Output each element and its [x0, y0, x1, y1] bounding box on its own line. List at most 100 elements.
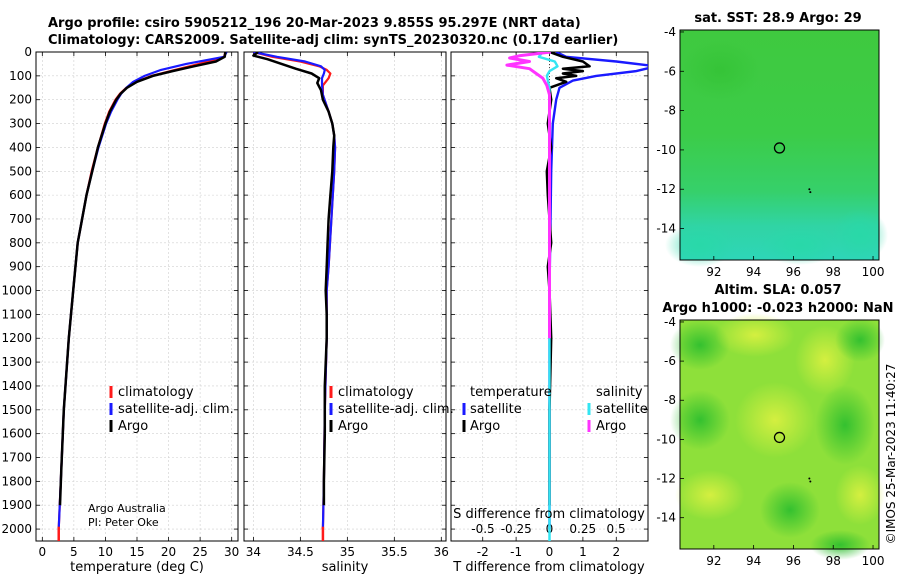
- legend-climatology: climatology: [118, 385, 194, 400]
- sla-map: [670, 313, 885, 560]
- salinity-series: [252, 52, 337, 541]
- sst-argo-marker: [773, 142, 786, 154]
- salinity-xlabel: salinity: [322, 560, 369, 575]
- sla-patch: [760, 482, 820, 538]
- sst-ytick-label: -14: [656, 222, 676, 236]
- legend-s-satellite: satellite: [596, 402, 648, 417]
- temperature-xtick-label: 10: [98, 545, 113, 559]
- temperature-ytick-label: 1900: [1, 498, 32, 512]
- sst-xtick-label: 96: [786, 265, 801, 279]
- temperature-ytick-label: 600: [9, 188, 32, 202]
- legend-t-argo: Argo: [470, 419, 500, 434]
- legend-satellite: satellite-adj. clim.: [118, 402, 234, 417]
- difference-xtick-label: -2: [477, 545, 489, 559]
- temperature-xlabel: temperature (deg C): [70, 560, 204, 575]
- legend-t-satellite: satellite: [470, 402, 522, 417]
- temperature-ytick-label: 500: [9, 164, 32, 178]
- difference-xtick-label: 1: [579, 545, 587, 559]
- s-difference-label: S difference from climatology: [453, 507, 645, 522]
- legend-argo: Argo: [118, 419, 148, 434]
- sla-ytick-label: -8: [664, 393, 676, 407]
- s-difference-tick-label: -0.5: [471, 522, 494, 536]
- temperature-argo-line: [58, 52, 227, 506]
- sst-xtick-label: 100: [862, 265, 885, 279]
- sst-axes: 92 94 96 98 100 -4 -6 -8 -10 -12 -14: [656, 25, 884, 279]
- sla-patch: [715, 313, 795, 357]
- salinity-xtick-label: 35: [340, 545, 355, 559]
- sla-ytick-label: -4: [664, 315, 676, 329]
- salinity-panel: 34 34.5 35 35.5 36: [243, 51, 449, 559]
- sla-patch: [675, 470, 745, 520]
- temperature-ytick-label: 1000: [1, 284, 32, 298]
- salinity-legend: climatology satellite-adj. clim. Argo: [329, 385, 454, 434]
- sst-xtick-label: 94: [746, 265, 761, 279]
- sst-ytick-label: -8: [664, 104, 676, 118]
- sla-xtick-label: 94: [746, 554, 761, 568]
- temperature-panel: 0 5 10 15 20 25 300100200300400500600700800900…: [1, 45, 239, 559]
- t-satellite-line: [548, 52, 648, 530]
- temperature-xtick-label: 15: [129, 545, 144, 559]
- sla-patch: [670, 390, 730, 450]
- legend-argo: Argo: [338, 419, 368, 434]
- sla-patch: [810, 530, 870, 560]
- temperature-ytick-label: 1100: [1, 307, 32, 321]
- salinity-xtick-label: 35.5: [381, 545, 408, 559]
- imos-stamp: ©IMOS 25-Mar-2023 11:40:27: [884, 364, 898, 545]
- salinity-xtick-label: 34: [246, 545, 261, 559]
- salinity-frame: [243, 51, 447, 542]
- sla-patch: [670, 320, 730, 370]
- figure-title-line2: Climatology: CARS2009. Satellite-adj cli…: [48, 33, 619, 48]
- sst-xtick-label: 92: [706, 265, 721, 279]
- sst-island: [809, 191, 812, 194]
- sla-island: [809, 480, 812, 483]
- sst-patch: [680, 40, 760, 100]
- temperature-frame: [35, 51, 239, 542]
- legend-s-argo: Argo: [596, 419, 626, 434]
- legend-salinity-title: salinity: [596, 385, 643, 400]
- temperature-ytick-label: 900: [9, 260, 32, 274]
- difference-xlabel: T difference from climatology: [452, 560, 645, 575]
- sla-ytick-label: -10: [656, 432, 676, 446]
- s-difference-tick-label: 0.25: [569, 522, 596, 536]
- temperature-ytick-label: 1800: [1, 474, 32, 488]
- sst-xtick-label: 98: [826, 265, 841, 279]
- temperature-xtick-label: 0: [38, 545, 46, 559]
- s-argo-line: [505, 52, 551, 339]
- legend-temperature-title: temperature: [470, 385, 552, 400]
- sst-ytick-label: -6: [664, 64, 676, 78]
- sla-xtick-label: 98: [826, 554, 841, 568]
- temperature-series: [57, 52, 228, 541]
- legend-satellite: satellite-adj. clim.: [338, 402, 454, 417]
- sla-island: [808, 477, 811, 480]
- attribution-org: Argo Australia: [88, 502, 166, 515]
- difference-series: [505, 52, 648, 541]
- sst-patch: [760, 225, 840, 265]
- salinity-xtick-label: 34.5: [287, 545, 314, 559]
- temperature-ytick-label: 1700: [1, 451, 32, 465]
- temperature-ytick-label: 1600: [1, 427, 32, 441]
- sla-map-title-line1: Altim. SLA: 0.057: [715, 283, 842, 298]
- sst-island: [808, 188, 811, 191]
- temperature-xtick-label: 20: [161, 545, 176, 559]
- sla-frame: [679, 319, 880, 550]
- temperature-ytick-label: 1500: [1, 403, 32, 417]
- difference-legend: temperature salinity satellite Argo sate…: [462, 385, 648, 434]
- sst-ytick-label: -4: [664, 25, 676, 39]
- sla-axes: 92 94 96 98 100 -4 -6 -8 -10 -12 -14: [656, 315, 884, 568]
- temperature-ytick-label: 300: [9, 117, 32, 131]
- sla-ytick-label: -12: [656, 472, 676, 486]
- sla-xtick-label: 96: [786, 554, 801, 568]
- temperature-xtick-label: 25: [192, 545, 207, 559]
- s-difference-tick-label: -0.25: [501, 522, 532, 536]
- temperature-ytick-label: 100: [9, 69, 32, 83]
- sla-map-title-line2: Argo h1000: -0.023 h2000: NaN: [662, 301, 893, 316]
- salinity-xtick-label: 36: [434, 545, 449, 559]
- figure-title-line1: Argo profile: csiro 5905212_196 20-Mar-2…: [48, 16, 581, 31]
- temperature-xtick-label: 5: [70, 545, 78, 559]
- difference-xtick-label: 2: [612, 545, 620, 559]
- s-difference-tick-label: 0.5: [607, 522, 626, 536]
- attribution-pi: PI: Peter Oke: [88, 516, 159, 529]
- sla-ytick-label: -14: [656, 511, 676, 525]
- sla-xtick-label: 100: [862, 554, 885, 568]
- temperature-xtick-label: 30: [224, 545, 239, 559]
